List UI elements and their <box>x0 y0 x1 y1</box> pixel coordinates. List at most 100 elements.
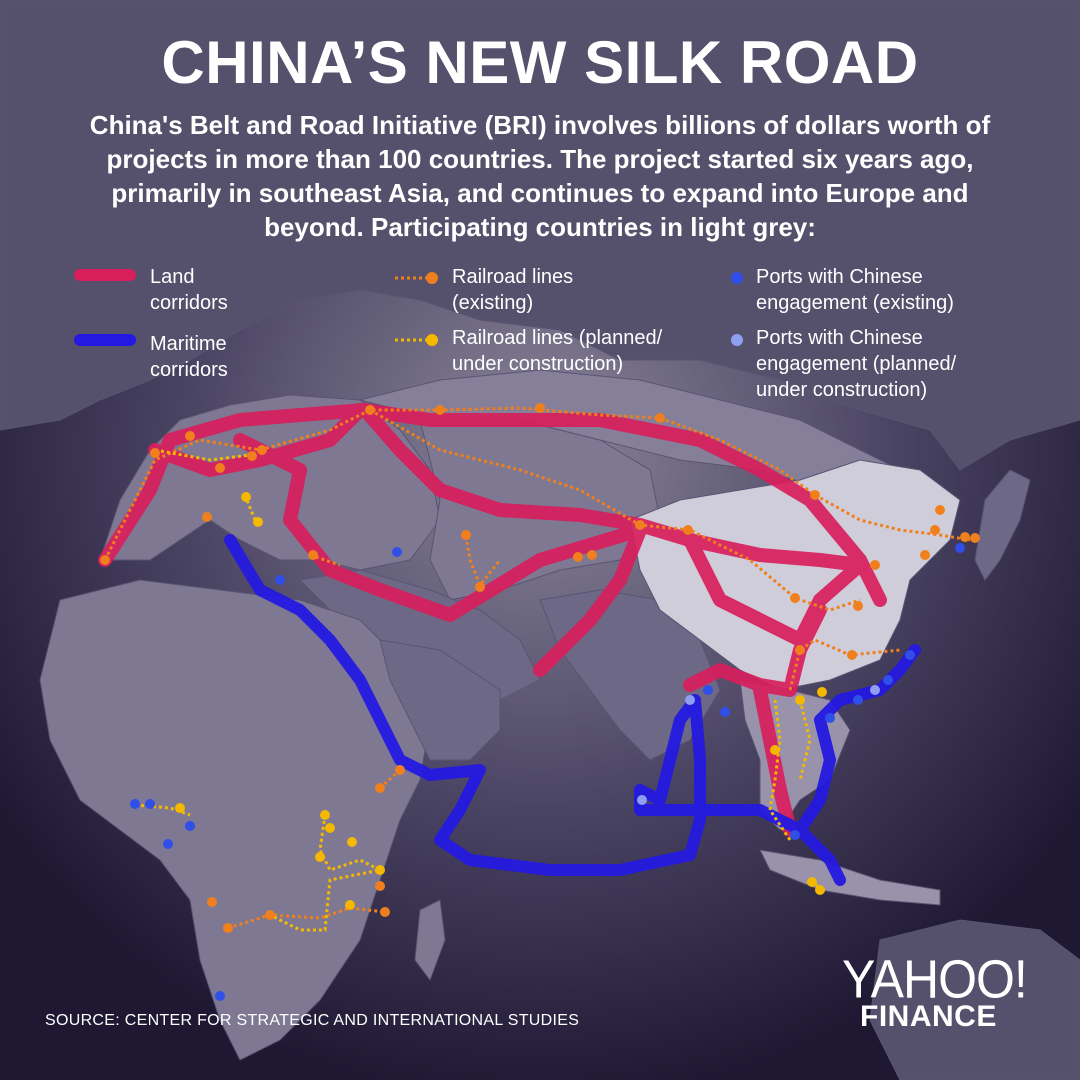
legend-maritime-label: Maritime corridors <box>150 333 228 381</box>
rail-planned-stations <box>175 492 827 910</box>
port-existing <box>853 695 863 705</box>
rail-existing-station <box>223 923 233 933</box>
rail-existing-stations <box>100 403 980 933</box>
maritime-corridors <box>224 534 921 886</box>
legend-ports-planned: Ports with Chinese engagement (planned/ … <box>756 325 956 403</box>
land-corridor-fade-east <box>643 423 707 447</box>
port-existing <box>145 799 155 809</box>
port-planned <box>870 685 880 695</box>
port-existing <box>905 650 915 660</box>
port-existing <box>790 830 800 840</box>
rail-existing-station <box>215 463 225 473</box>
rail-existing-station <box>847 650 857 660</box>
rail-existing-station <box>257 445 267 455</box>
land-corridor-west-asia <box>233 433 647 622</box>
rail-existing-station <box>375 783 385 793</box>
maritime-corridor-east <box>794 644 921 836</box>
legend-rail-existing-label: Railroad lines (existing) <box>452 266 574 314</box>
port-existing <box>130 799 140 809</box>
rail-planned-station <box>375 865 385 875</box>
rail-existing-station <box>790 593 800 603</box>
rail-existing-station <box>100 555 110 565</box>
rail-existing-station <box>365 405 375 415</box>
rail-planned-station <box>320 810 330 820</box>
rail-planned-station <box>807 877 817 887</box>
rail-existing-station <box>395 765 405 775</box>
finance-logo: FINANCE <box>860 1000 997 1033</box>
rail-planned-station <box>817 687 827 697</box>
maritime-corridor-main <box>224 534 846 886</box>
legend-maritime: Maritime corridors <box>150 331 228 383</box>
rail-existing-station <box>587 550 597 560</box>
japan-land <box>974 469 1031 581</box>
rail-existing-station <box>960 532 970 542</box>
rail-existing-station <box>185 431 195 441</box>
railroad-planned-sea-2 <box>798 699 812 781</box>
rail-existing-station <box>655 413 665 423</box>
port-planned <box>685 695 695 705</box>
ports-planned <box>637 685 880 805</box>
page-title: CHINA’S NEW SILK ROAD <box>161 29 919 96</box>
legend-rail-planned: Railroad lines (planned/ under construct… <box>452 325 662 377</box>
port-existing <box>185 821 195 831</box>
legend-ports-existing: Ports with Chinese engagement (existing) <box>756 264 954 316</box>
railroad-existing-south-china <box>788 638 901 691</box>
port-planned <box>637 795 647 805</box>
railroad-existing-ethiopia <box>378 768 402 790</box>
railroad-existing-caspian <box>463 529 502 588</box>
rail-existing-station <box>870 560 880 570</box>
legend-ports-planned-label: Ports with Chinese engagement (planned/ … <box>756 327 957 401</box>
rail-existing-station <box>930 525 940 535</box>
rail-existing-station <box>935 505 945 515</box>
rail-existing-station <box>265 910 275 920</box>
rail-existing-station <box>795 645 805 655</box>
rail-planned-station <box>241 492 251 502</box>
australia-land <box>869 919 1080 1080</box>
port-existing <box>720 707 730 717</box>
port-existing <box>703 685 713 695</box>
rail-planned-station <box>815 885 825 895</box>
page-subtitle: China's Belt and Road Initiative (BRI) i… <box>89 110 991 242</box>
port-existing <box>275 575 285 585</box>
land-corridor-china-south <box>683 533 867 647</box>
legend-ports-existing-label: Ports with Chinese engagement (existing) <box>756 266 954 314</box>
rail-existing-station <box>853 601 863 611</box>
railroad-existing <box>103 406 971 930</box>
madagascar-land <box>414 899 446 982</box>
port-existing <box>825 713 835 723</box>
port-existing <box>163 839 173 849</box>
rail-existing-station <box>207 897 217 907</box>
rail-planned-station <box>315 852 325 862</box>
rail-existing-station <box>380 907 390 917</box>
rail-existing-station <box>375 881 385 891</box>
rail-planned-station <box>347 837 357 847</box>
ports-existing <box>130 543 965 1001</box>
rail-existing-station <box>810 490 820 500</box>
rail-planned-station <box>175 803 185 813</box>
port-existing <box>955 543 965 553</box>
rail-existing-station <box>573 552 583 562</box>
land-corridor-indochina <box>753 683 797 837</box>
rail-planned-station <box>345 900 355 910</box>
legend-port-planned-dot <box>731 334 743 346</box>
railroad-planned-europe <box>154 448 251 462</box>
legend-land-label: Land corridors <box>150 266 228 314</box>
legend-port-existing-dot <box>731 272 743 284</box>
source-note: SOURCE: CENTER FOR STRATEGIC AND INTERNA… <box>45 1012 580 1029</box>
legend-rail-planned-dot <box>426 334 438 346</box>
africa-land <box>39 579 431 1061</box>
legend-land: Land corridors <box>150 264 228 316</box>
railroad-planned-west-africa <box>134 803 191 817</box>
land-corridor-bcim <box>683 603 827 697</box>
railroad-existing-central <box>369 408 861 612</box>
rail-existing-station <box>247 451 257 461</box>
rail-existing-station <box>308 550 318 560</box>
port-existing <box>392 547 402 557</box>
railroad-existing-europe-sw <box>309 553 341 567</box>
rail-planned-station <box>325 823 335 833</box>
land-corridor-india <box>533 523 647 677</box>
rail-planned-station <box>795 695 805 705</box>
